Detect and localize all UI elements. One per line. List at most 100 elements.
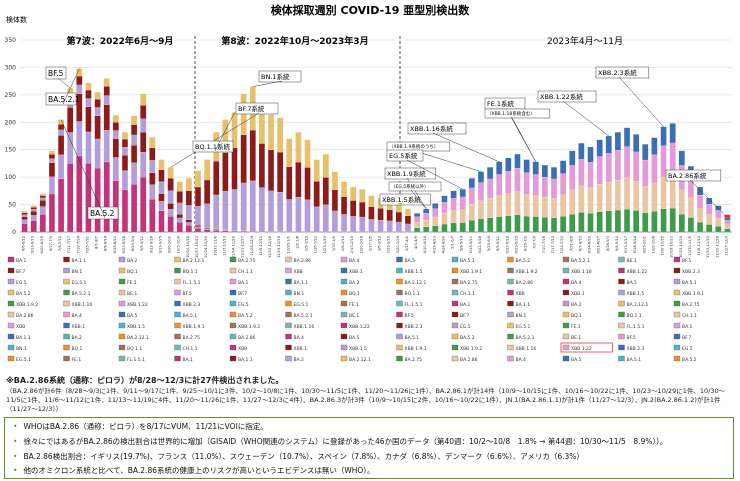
x-tick-label: 5/29-6/4 xyxy=(487,235,491,251)
bar-segment xyxy=(222,191,229,230)
legend-label: XBB.1.16 xyxy=(72,302,93,308)
bar-segment xyxy=(496,161,503,175)
callout-leader xyxy=(406,159,463,190)
bar-segment xyxy=(687,197,694,218)
legend-label: BA.2.12.1 xyxy=(627,302,649,308)
legend-swatch xyxy=(63,278,70,285)
legend-label: BA.1.1 xyxy=(72,258,87,264)
bar-segment xyxy=(532,195,539,217)
bar-segment xyxy=(30,209,37,212)
bar-segment xyxy=(423,219,430,228)
callout-label: BA.2.86系統 xyxy=(668,171,707,180)
legend-swatch xyxy=(340,322,348,329)
bar-segment xyxy=(496,195,503,217)
bar-segment xyxy=(222,152,229,192)
bar-segment xyxy=(131,184,138,233)
legend-label: XBB.1.9.1 xyxy=(682,291,704,297)
legend-label: BA.1.1 xyxy=(294,280,309,286)
bar-segment xyxy=(76,155,83,233)
bar-segment xyxy=(633,210,640,233)
bar-segment xyxy=(21,216,28,220)
x-tick-label: 1/2-1/8 xyxy=(295,235,299,249)
bar-segment xyxy=(58,135,65,155)
legend-label: FE.1 xyxy=(127,280,137,286)
bar-segment xyxy=(295,132,302,163)
bar-segment xyxy=(167,203,174,210)
bar-segment xyxy=(715,210,722,219)
legend-label: BA.2.12.1 xyxy=(349,357,371,363)
bar-segment xyxy=(642,144,649,161)
bar-segment xyxy=(39,193,46,196)
legend-swatch xyxy=(229,267,237,274)
legend-swatch xyxy=(451,267,459,274)
bar-segment xyxy=(551,198,557,218)
legend-swatch xyxy=(618,322,625,329)
bar-segment xyxy=(569,150,576,166)
legend-swatch xyxy=(396,311,403,318)
bar-segment xyxy=(140,105,147,119)
legend-swatch xyxy=(340,289,348,296)
bar-segment xyxy=(377,220,384,233)
legend-label: XBB xyxy=(294,269,303,275)
bar-segment xyxy=(167,178,174,191)
bar-segment xyxy=(605,182,612,211)
legend-swatch xyxy=(451,289,459,296)
x-tick-label: 9/26-10/2 xyxy=(168,236,172,253)
legend-swatch xyxy=(507,256,514,263)
legend-swatch xyxy=(174,267,181,274)
x-tick-label: 10/3-10/9 xyxy=(177,235,181,253)
bar-segment xyxy=(204,203,211,228)
bar-segment xyxy=(386,209,393,221)
bar-segment xyxy=(651,211,658,233)
legend-label: EG.5 xyxy=(16,280,27,286)
callout-leader xyxy=(689,179,728,218)
callout-label: （XBB.1.18系統含む） xyxy=(487,110,535,117)
bar-segment xyxy=(651,154,658,184)
bar-segment xyxy=(240,182,247,231)
legend-label: XBB.1 xyxy=(349,269,363,275)
legend-label: XBB.2.3 xyxy=(183,302,201,308)
legend-swatch xyxy=(63,256,70,263)
bar-segment xyxy=(158,159,165,170)
bar-segment xyxy=(697,222,704,233)
bar-segment xyxy=(48,154,55,159)
legend-swatch xyxy=(673,311,681,318)
x-tick-label: 12/26-1/1 xyxy=(286,236,290,253)
bar-segment xyxy=(39,200,46,207)
bar-segment xyxy=(477,218,484,233)
legend-swatch xyxy=(229,355,237,362)
callout-leader xyxy=(618,76,664,127)
x-tick-label: 8/15-8/21 xyxy=(113,236,117,253)
x-tick-label: 8/28-9/3 xyxy=(606,236,610,251)
legend-swatch xyxy=(618,267,625,274)
bar-segment xyxy=(614,150,621,181)
x-tick-label: 1/30-2/5 xyxy=(332,236,336,251)
bar-segment xyxy=(131,134,138,146)
legend-label: XBB.1.5 xyxy=(127,324,145,330)
legend-label: BA.5.1 xyxy=(460,258,475,264)
legend-label: BA.1 xyxy=(183,357,194,363)
x-tick-label: 9/5-9/11 xyxy=(140,236,144,251)
bar-segment xyxy=(76,76,83,86)
bullet-who: WHOはBA.2.86（通称：ピロラ）を8/17にVUM、11/21にVOIに指… xyxy=(13,422,267,431)
legend-swatch xyxy=(507,300,514,307)
legend-label: BA.4 xyxy=(72,313,83,319)
bar-segment xyxy=(121,132,128,140)
bar-segment xyxy=(85,163,92,233)
callout-box xyxy=(258,70,302,83)
bar-segment xyxy=(131,145,138,163)
wave-label: 2023年4月～11月 xyxy=(547,35,623,47)
legend-label: BA.5.2 xyxy=(238,313,253,319)
legend-label: BA.2.75 xyxy=(405,357,423,363)
legend-label: XBB.1.22 xyxy=(127,302,148,308)
legend-swatch xyxy=(562,267,570,274)
bar-segment xyxy=(605,135,612,154)
bar-segment xyxy=(697,186,704,196)
legend-label: BA.2 xyxy=(127,258,138,264)
x-tick-label: 6/12-6/18 xyxy=(505,235,509,253)
bar-segment xyxy=(277,152,284,193)
legend-label: XBB.1.5 xyxy=(349,346,367,352)
bar-segment xyxy=(432,217,439,226)
legend-label: BA.5 xyxy=(571,357,582,363)
legend-label: BN.1 xyxy=(72,269,83,275)
